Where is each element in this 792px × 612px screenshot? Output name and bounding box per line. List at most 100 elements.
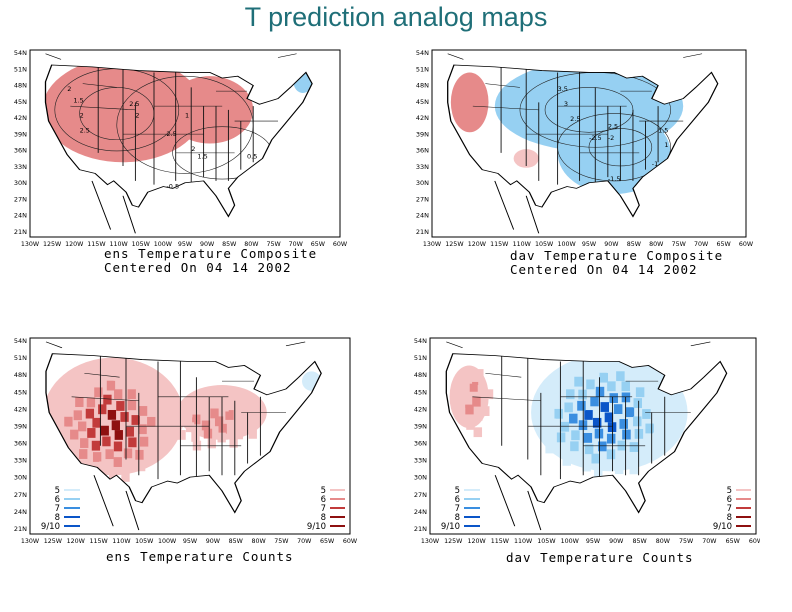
- shading-layer: [450, 64, 684, 194]
- count-cell: [59, 391, 68, 402]
- count-cell: [64, 401, 73, 412]
- count-cell: [455, 380, 465, 390]
- count-cell: [626, 365, 636, 376]
- count-cell: [80, 438, 89, 448]
- lat-label: 36N: [14, 147, 27, 155]
- lat-label: 36N: [14, 440, 27, 448]
- state-boundary: [472, 105, 539, 111]
- count-cell: [107, 409, 117, 420]
- dav-counts-map: 54N 51N 48N 45N 42N 39N 36N 33N 30N 27N 24N 21N 130W…: [400, 330, 764, 545]
- lat-label: 30N: [414, 474, 427, 482]
- state-boundary: [82, 83, 117, 88]
- count-cell: [484, 389, 494, 400]
- neighbor-coast: [447, 53, 703, 234]
- lon-label: 90W: [604, 241, 619, 247]
- count-cell: [574, 452, 583, 462]
- lon-label: 95W: [582, 241, 597, 247]
- count-cell: [248, 428, 257, 439]
- coastline: [445, 353, 728, 514]
- lon-label: 120W: [65, 241, 84, 247]
- count-cell: [127, 400, 137, 411]
- count-cell: [641, 439, 651, 450]
- count-cell: [137, 461, 146, 472]
- lon-label: 125W: [444, 538, 463, 545]
- legend-left-label: 5: [455, 486, 460, 496]
- lon-label: 115W: [490, 241, 509, 247]
- count-cell: [658, 403, 668, 413]
- count-cell: [600, 402, 610, 412]
- count-cell: [198, 404, 208, 415]
- lat-label: 33N: [14, 163, 27, 171]
- contour-label: -1: [652, 160, 658, 168]
- state-boundary: [472, 396, 541, 401]
- count-cell: [481, 406, 490, 417]
- count-cell: [592, 417, 602, 428]
- neighbor-coast: [45, 53, 297, 234]
- lat-label: 27N: [14, 195, 27, 203]
- legend-right-label: 7: [321, 504, 326, 514]
- lon-label: 110W: [513, 241, 532, 247]
- lon-label: 60W: [739, 241, 754, 247]
- count-cell: [645, 374, 655, 385]
- p2-svg: 54N 51N 48N 45N 42N 39N 36N 33N 30N 27N 24N 21N 130W…: [416, 49, 754, 248]
- count-cell: [234, 401, 243, 411]
- lon-label: 100W: [557, 241, 576, 247]
- count-cell: [477, 384, 487, 395]
- count-cell: [122, 379, 131, 390]
- count-cell: [613, 404, 623, 414]
- lat-label: 39N: [416, 130, 429, 138]
- lon-label: 85W: [229, 538, 244, 545]
- count-cell: [591, 453, 600, 464]
- lat-label: 45N: [414, 388, 427, 396]
- contour-label: -2.5: [589, 134, 602, 142]
- count-cell: [108, 468, 118, 479]
- shading-layer: [45, 64, 313, 206]
- lat-label: 48N: [416, 82, 429, 90]
- count-cell: [138, 424, 147, 435]
- count-cell: [203, 428, 213, 439]
- ens-composite-caption-2: Centered On 04 14 2002: [104, 260, 292, 275]
- count-cell: [132, 373, 141, 384]
- lon-label: 65W: [311, 241, 326, 247]
- lon-label: 75W: [266, 241, 281, 247]
- count-cell: [220, 401, 229, 412]
- neighbor-coast: [45, 341, 306, 531]
- count-cell: [138, 383, 148, 394]
- count-cell: [564, 402, 573, 413]
- legend-left-label: 9/10: [441, 522, 460, 532]
- count-cell: [609, 393, 618, 403]
- shaded-region: [166, 76, 254, 144]
- count-cell: [619, 419, 628, 429]
- lon-label: 130W: [21, 241, 40, 247]
- contour-label: 1.5: [197, 152, 207, 160]
- count-cell: [556, 432, 566, 443]
- count-cell: [598, 441, 607, 452]
- contour-label: -1.5: [608, 175, 621, 183]
- lon-label: 85W: [632, 538, 647, 545]
- lat-label: 24N: [414, 508, 427, 516]
- neighbor-coast: [446, 341, 711, 531]
- count-cell: [578, 389, 587, 400]
- count-cell: [175, 417, 184, 428]
- count-cell: [537, 412, 546, 423]
- count-cell: [158, 422, 167, 433]
- lon-label: 110W: [109, 241, 128, 247]
- count-cell: [147, 416, 156, 427]
- legend-left-label: 7: [55, 504, 60, 514]
- lon-label: 120W: [67, 538, 86, 545]
- count-cell: [70, 386, 80, 396]
- count-cell: [622, 429, 631, 440]
- lon-label: 70W: [289, 241, 304, 247]
- count-cell: [607, 381, 616, 392]
- lat-label: 33N: [14, 457, 27, 465]
- contour-label: 2.5: [80, 126, 90, 134]
- legend-right-label: 5: [727, 486, 732, 496]
- lat-label: 27N: [414, 491, 427, 499]
- lat-label: 54N: [414, 337, 427, 345]
- coastline: [44, 64, 313, 218]
- count-cell: [207, 438, 216, 449]
- lon-label: 130W: [423, 241, 442, 247]
- count-cell: [570, 441, 579, 452]
- ens-composite-caption-1: ens Temperature Composite: [104, 246, 318, 261]
- count-cell: [141, 395, 150, 406]
